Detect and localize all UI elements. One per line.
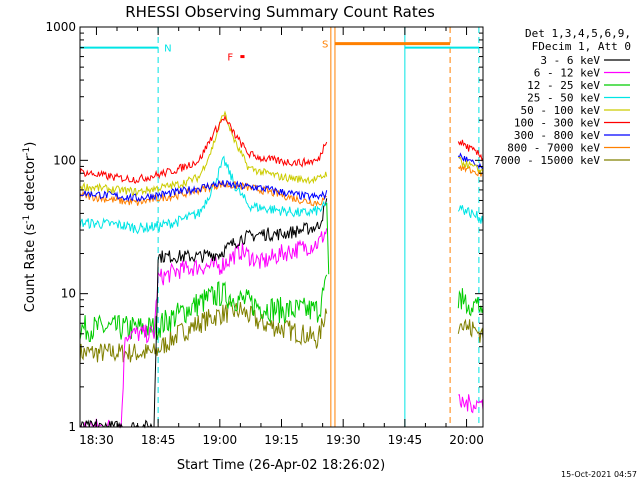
series-line-3 [79,155,328,235]
series-line-after-gap-4 [458,156,484,175]
series-line-after-gap-5 [457,139,484,162]
legend-header-line-2: FDecim 1, Att 0 [532,40,631,53]
chart-title: RHESSI Observing Summary Count Rates [125,3,435,21]
x-tick-label-4: 19:30 [326,433,361,447]
legend-label-7: 800 - 7000 keV [507,142,600,155]
legend-label-5: 100 - 300 keV [514,117,600,130]
x-axis-label: Start Time (26-Apr-02 18:26:02) [177,458,385,473]
series-line-5 [79,114,328,184]
flare-label: F [227,53,233,64]
plot-content: N F S [79,27,484,429]
y-axis: 1 10 100 1000 [45,20,483,434]
series-line-after-gap-8 [457,318,484,343]
series-line-4 [79,110,328,197]
x-tick-label-3: 19:15 [264,433,299,447]
y-tick-label-1: 10 [61,287,76,301]
legend-label-8: 7000 - 15000 keV [494,154,600,167]
saa-label: S [322,40,328,51]
legend-label-3: 25 - 50 keV [527,92,600,105]
x-tick-label-1: 18:45 [141,433,176,447]
timestamp: 15-Oct-2021 04:57 [561,470,637,479]
series-line-after-gap-6 [457,152,484,173]
x-tick-label-6: 20:00 [449,433,484,447]
y-tick-label-2: 100 [53,153,76,167]
night-label: N [164,44,171,55]
y-tick-label-0: 1 [68,420,76,434]
series-line-8 [79,301,328,364]
legend-label-6: 300 - 800 keV [514,129,600,142]
x-tick-label-2: 19:00 [203,433,238,447]
x-axis: 18:30 18:45 19:00 19:15 19:30 19:45 20:00 [79,27,484,447]
legend-label-4: 50 - 100 keV [521,104,601,117]
series-line-after-gap-2 [457,288,484,317]
series-line-after-gap-3 [457,205,484,224]
x-tick-label-0: 18:30 [79,433,114,447]
series-line-0 [79,198,328,429]
y-axis-label: Count Rate (s-1 detector-1) [22,142,38,313]
legend-label-2: 12 - 25 keV [527,79,600,92]
y-tick-label-3: 1000 [45,20,76,34]
legend: Det 1,3,4,5,6,9, FDecim 1, Att 0 3 - 6 k… [494,27,631,167]
legend-header-line-1: Det 1,3,4,5,6,9, [525,27,631,40]
series-line-6 [79,179,328,202]
legend-label-1: 6 - 12 keV [534,67,601,80]
series-line-after-gap-1 [458,394,484,414]
legend-label-0: 3 - 6 keV [540,54,600,67]
rise-line-green [326,202,330,275]
series-line-2 [79,274,328,342]
x-tick-label-5: 19:45 [388,433,423,447]
